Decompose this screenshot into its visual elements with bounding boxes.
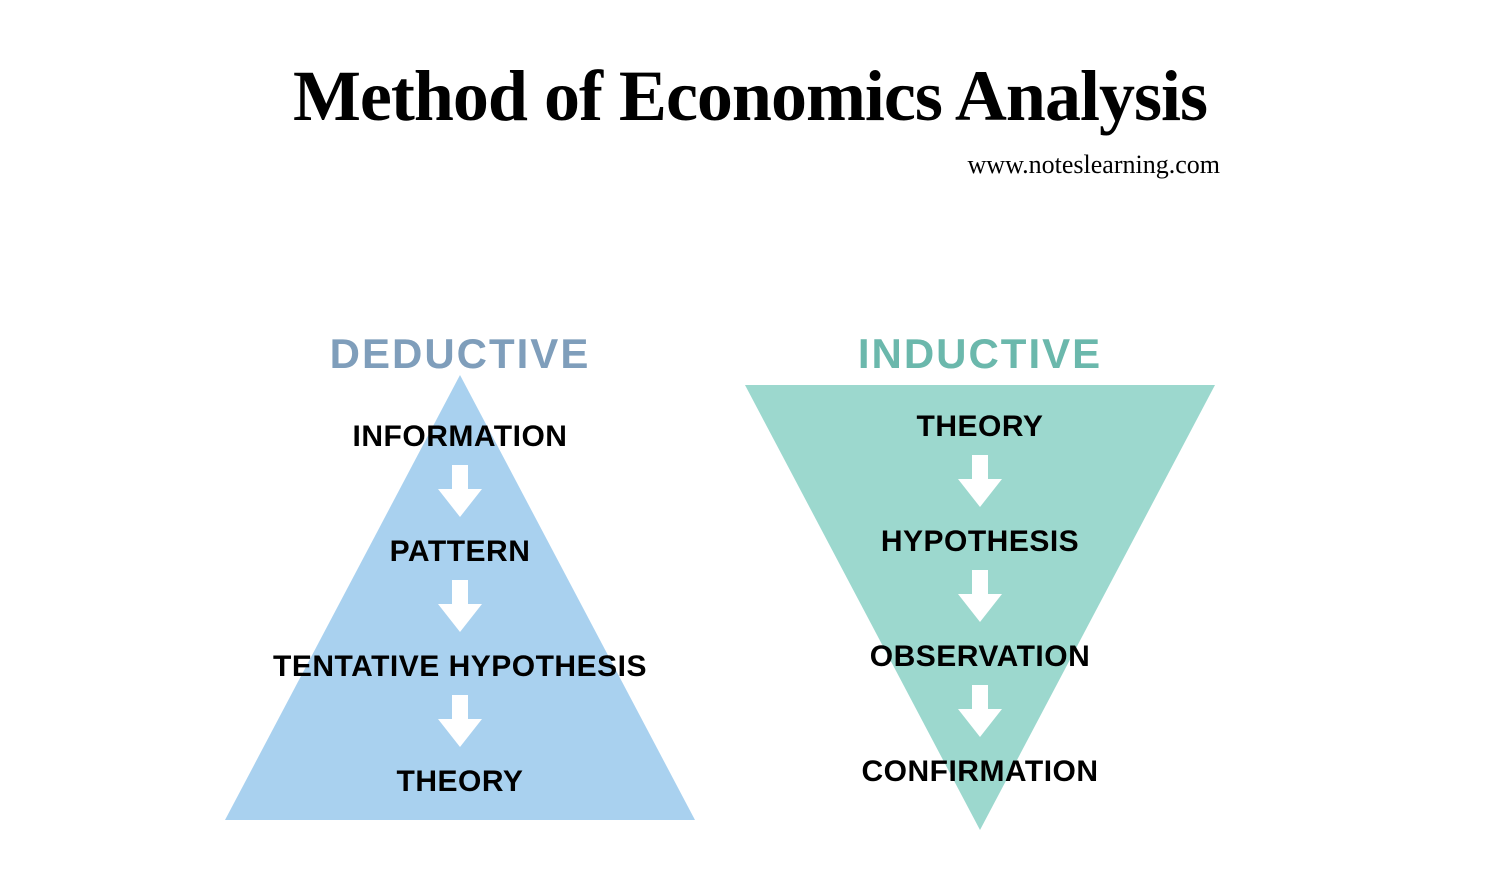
diagram-area: DEDUCTIVE INFORMATION PATTERN TENTATIVE … [0, 330, 1500, 870]
arrow-down-icon [958, 685, 1002, 737]
panel-deductive: DEDUCTIVE INFORMATION PATTERN TENTATIVE … [200, 330, 720, 850]
arrow-down-icon [958, 570, 1002, 622]
arrow-deductive-2 [438, 695, 482, 752]
step-inductive-3: CONFIRMATION [720, 755, 1240, 789]
panel-inductive: INDUCTIVE THEORY HYPOTHESIS OBSERVATION … [720, 330, 1240, 850]
arrow-inductive-2 [958, 685, 1002, 742]
page-title: Method of Economics Analysis [0, 55, 1500, 138]
source-url: www.noteslearning.com [968, 150, 1220, 180]
step-inductive-2: OBSERVATION [720, 640, 1240, 674]
header-block: Method of Economics Analysis [0, 55, 1500, 138]
arrow-deductive-1 [438, 580, 482, 637]
arrow-inductive-1 [958, 570, 1002, 627]
step-inductive-1: HYPOTHESIS [720, 525, 1240, 559]
step-deductive-1: PATTERN [200, 535, 720, 569]
arrow-down-icon [438, 695, 482, 747]
arrow-deductive-0 [438, 465, 482, 522]
step-inductive-0: THEORY [720, 410, 1240, 444]
arrow-down-icon [438, 580, 482, 632]
heading-inductive: INDUCTIVE [720, 330, 1240, 378]
arrow-down-icon [958, 455, 1002, 507]
arrow-down-icon [438, 465, 482, 517]
step-deductive-0: INFORMATION [200, 420, 720, 454]
step-deductive-3: THEORY [200, 765, 720, 799]
step-deductive-2: TENTATIVE HYPOTHESIS [200, 650, 720, 684]
heading-deductive: DEDUCTIVE [200, 330, 720, 378]
arrow-inductive-0 [958, 455, 1002, 512]
